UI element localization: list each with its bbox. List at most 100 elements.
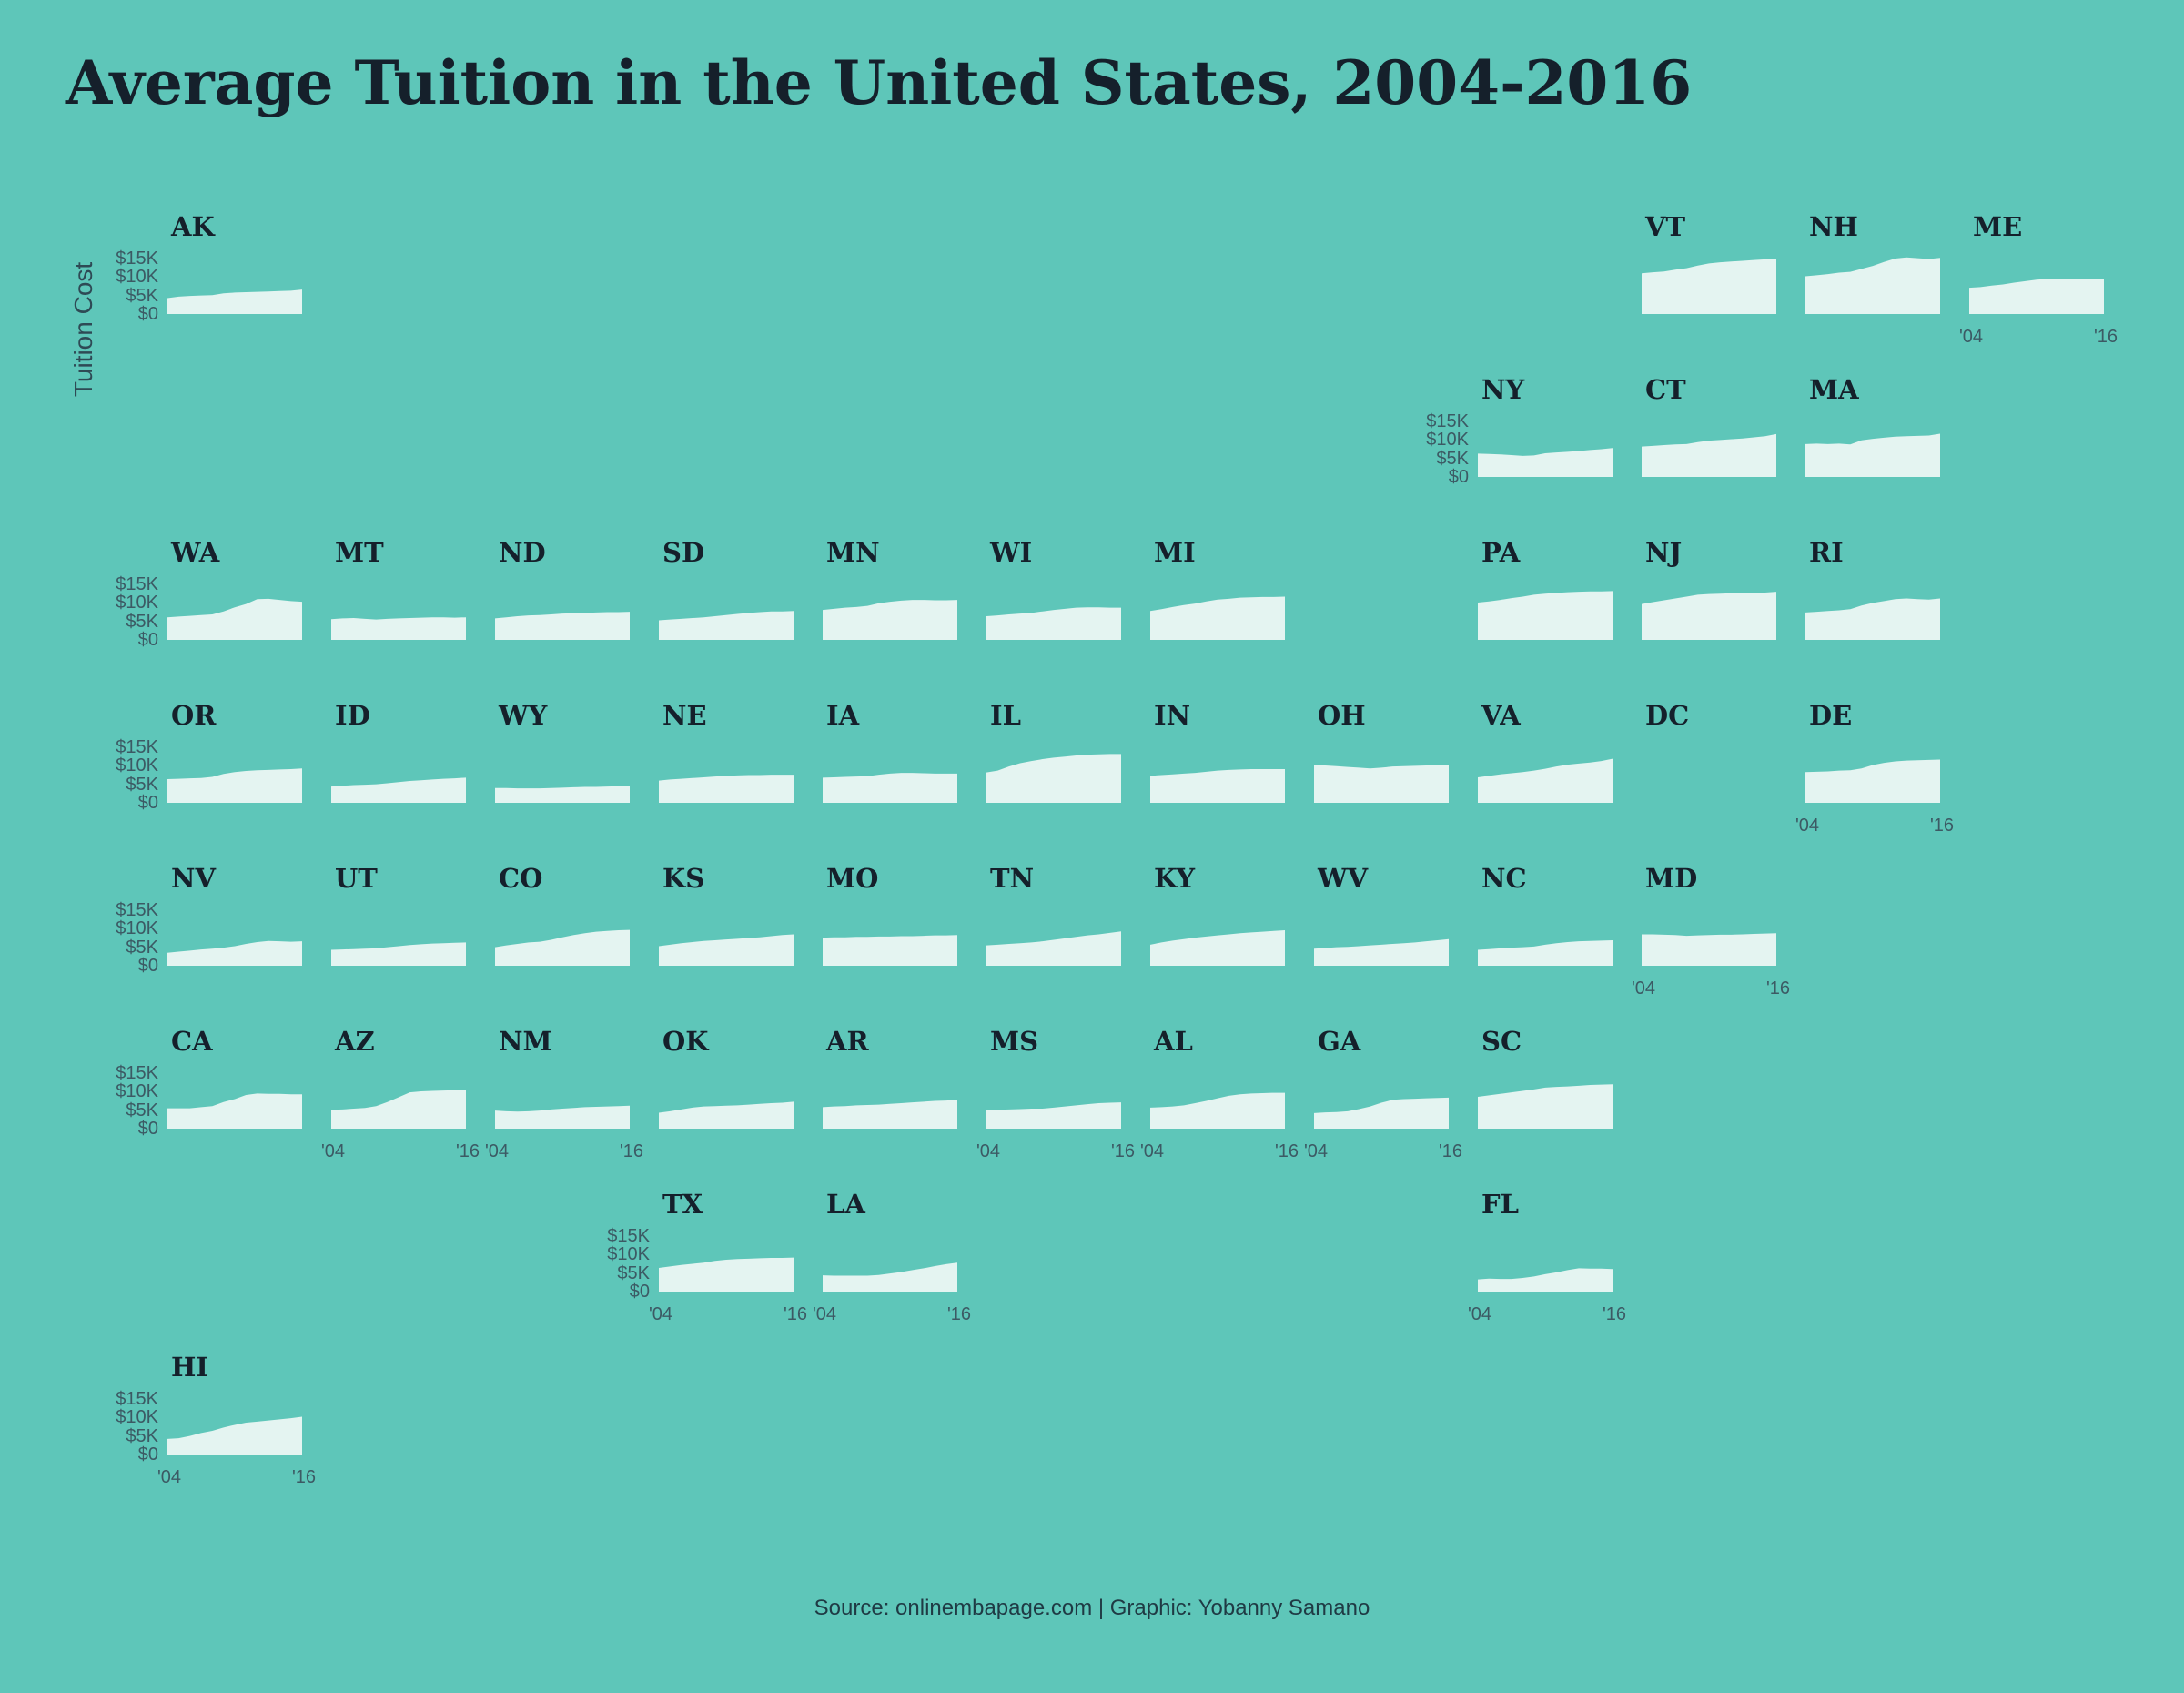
y-tick-label: $5K (126, 1425, 158, 1446)
area-series-sc (1478, 1084, 1613, 1129)
panel-la: LA '04 '16 (813, 1189, 986, 1353)
plot-area (495, 612, 630, 640)
panel-md: MD '04 '16 (1632, 863, 1805, 1027)
y-tick-label: $5K (126, 611, 158, 632)
panel-ma: MA (1805, 374, 1969, 538)
x-tick-label: '04 (976, 1141, 1001, 1161)
y-tick-label: $10K (607, 1244, 650, 1265)
area-series-nc (1478, 939, 1613, 966)
plot-area (823, 600, 957, 640)
panel-wy: WY (495, 700, 659, 864)
panel-label: MT (335, 537, 384, 568)
area-series-wa (167, 598, 302, 640)
plot-area (823, 1262, 957, 1292)
panel-label: TX (662, 1189, 703, 1220)
y-tick-label: $5K (126, 774, 158, 795)
area-series-ma (1805, 433, 1940, 477)
plot-area (823, 1100, 957, 1129)
panel-label: GA (1318, 1026, 1361, 1057)
x-tick-label: '04 (1958, 327, 1984, 347)
area-series-pa (1478, 591, 1613, 640)
area-series-vt (1642, 259, 1776, 314)
panel-nj: NJ (1642, 537, 1805, 701)
y-tick-label: $15K (116, 248, 158, 269)
area-series-hi (167, 1416, 302, 1455)
panel-label: IL (990, 700, 1021, 731)
x-tick-label: '04 (1795, 816, 1820, 836)
area-series-tx (659, 1257, 794, 1292)
panel-ut: UT (331, 863, 495, 1027)
area-series-ri (1805, 598, 1940, 640)
area-series-nh (1805, 257, 1940, 314)
panel-label: MI (1154, 537, 1196, 568)
plot-area (1805, 598, 1940, 640)
y-tick-label: $0 (1448, 467, 1469, 487)
area-series-ia (823, 773, 957, 803)
panel-il: IL (986, 700, 1150, 864)
area-series-sd (659, 611, 794, 640)
y-tick-label: $0 (137, 793, 158, 813)
panel-hi: HI $0 $5K $10K $15K '04 '16 (116, 1352, 331, 1516)
y-tick-label: $15K (116, 574, 158, 595)
area-series-me (1969, 278, 2104, 314)
panel-label: KY (1154, 863, 1196, 894)
y-tick-label: $0 (137, 1119, 158, 1139)
area-series-ga (1314, 1097, 1449, 1129)
panel-label: RI (1809, 537, 1844, 568)
area-series-ca (167, 1093, 302, 1129)
panel-label: NJ (1645, 537, 1683, 568)
x-tick-label: '16 (1438, 1141, 1463, 1161)
plot-area (167, 289, 302, 314)
panel-label: DC (1645, 700, 1690, 731)
area-series-ar (823, 1100, 957, 1129)
panel-label: MS (990, 1026, 1039, 1057)
panel-label: NH (1809, 211, 1858, 242)
area-series-or (167, 768, 302, 803)
panel-label: PA (1481, 537, 1521, 568)
plot-area (823, 773, 957, 803)
panel-ct: CT (1642, 374, 1805, 538)
plot-area (331, 617, 466, 640)
plot-area (1969, 278, 2104, 314)
plot-area (1805, 257, 1940, 314)
panel-oh: OH (1314, 700, 1478, 864)
panel-ga: GA '04 '16 (1304, 1026, 1478, 1190)
panel-label: DE (1809, 700, 1853, 731)
panel-label: MN (826, 537, 880, 568)
x-tick-label: '04 (1303, 1141, 1329, 1161)
plot-area (1805, 759, 1940, 803)
area-series-il (986, 754, 1121, 803)
area-series-va (1478, 758, 1613, 803)
y-tick-label: $15K (116, 1389, 158, 1410)
y-tick-label: $10K (116, 1407, 158, 1428)
plot-area (986, 931, 1121, 966)
plot-area (659, 611, 794, 640)
y-tick-label: $5K (126, 937, 158, 958)
area-series-ne (659, 775, 794, 803)
panel-label: NM (499, 1026, 552, 1057)
plot-area (1642, 592, 1776, 640)
panel-label: AK (171, 211, 215, 242)
y-tick-label: $0 (137, 304, 158, 324)
plot-area (167, 1093, 302, 1129)
area-series-fl (1478, 1268, 1613, 1292)
panel-label: WV (1318, 863, 1369, 894)
plot-area (1805, 433, 1940, 477)
y-tick-label: $15K (116, 900, 158, 921)
x-tick-label: '16 (455, 1141, 480, 1161)
panel-label: OR (171, 700, 217, 731)
plot-area (1314, 765, 1449, 803)
plot-area (167, 598, 302, 640)
plot-area (495, 929, 630, 966)
area-series-nj (1642, 592, 1776, 640)
panel-ms: MS '04 '16 (976, 1026, 1150, 1190)
panel-label: OK (662, 1026, 709, 1057)
plot-area (659, 1101, 794, 1129)
y-tick-label: $5K (1436, 448, 1469, 469)
area-series-ct (1642, 433, 1776, 477)
panel-ok: OK (659, 1026, 823, 1190)
plot-area (986, 754, 1121, 803)
x-tick-label: '04 (484, 1141, 510, 1161)
area-series-de (1805, 759, 1940, 803)
area-series-mo (823, 935, 957, 966)
